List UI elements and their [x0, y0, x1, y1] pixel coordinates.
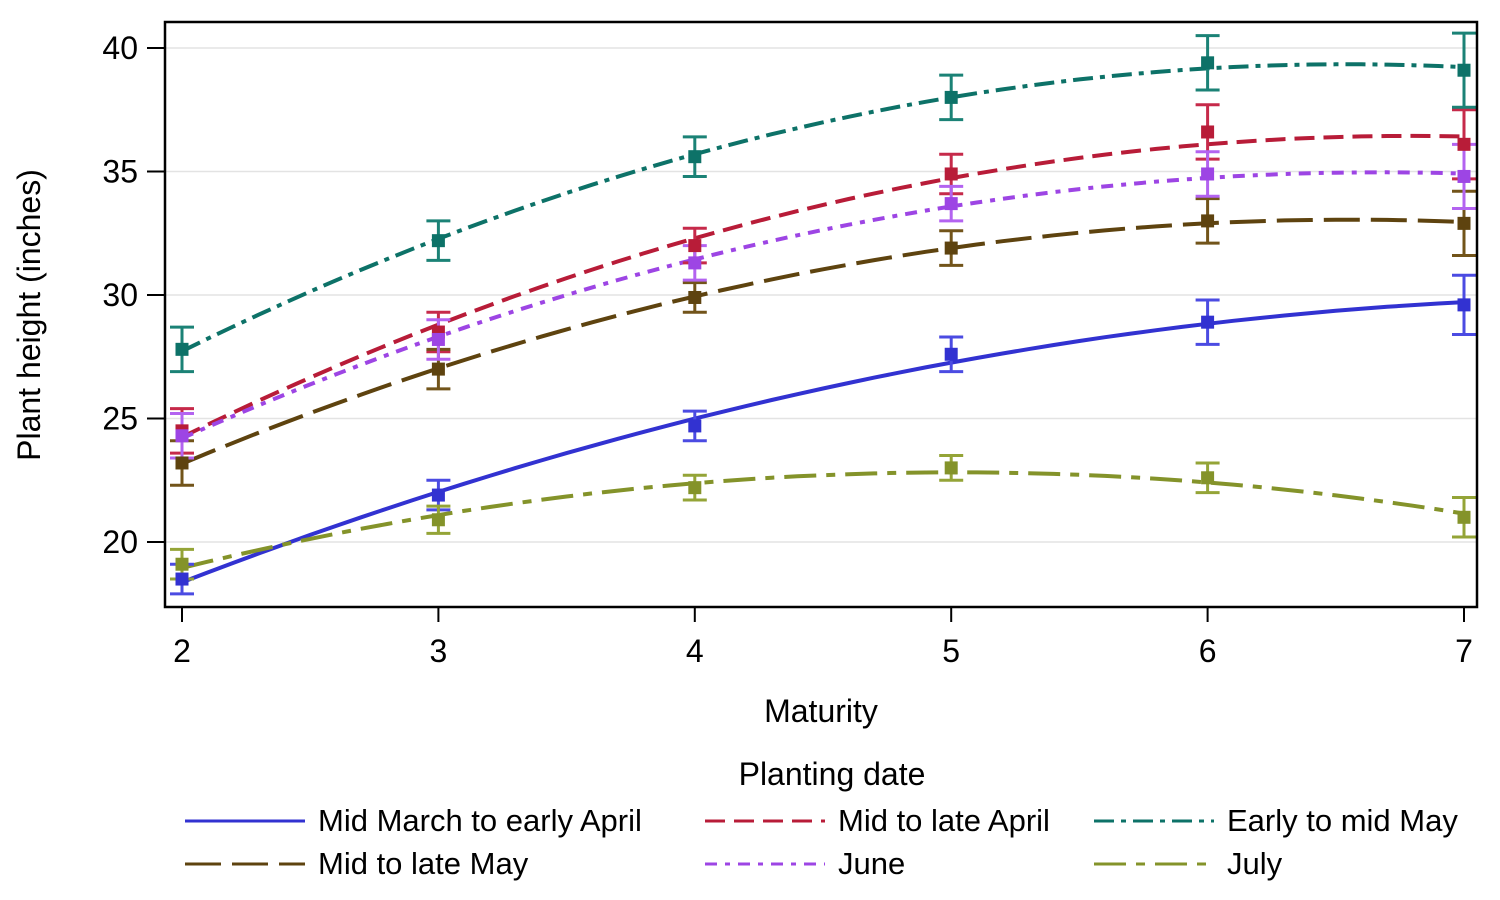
- marker-0-x4: [688, 419, 702, 433]
- marker-2-x4: [688, 150, 702, 164]
- legend: Planting date Mid March to early April M…: [185, 756, 1479, 882]
- marker-1-x5: [944, 167, 958, 181]
- gridlines: [165, 47, 1477, 543]
- marker-1-x4: [688, 239, 702, 253]
- plot-border: [163, 20, 1479, 609]
- series-line-0: [181, 300, 1465, 585]
- markers: [175, 56, 1471, 586]
- legend-line-sample: [705, 819, 825, 823]
- marker-4-x2: [175, 429, 189, 443]
- legend-label: Early to mid May: [1227, 803, 1458, 838]
- legend-entry-mid-march-to-early-april: Mid March to early April: [185, 803, 705, 839]
- marker-0-x7: [1457, 298, 1471, 312]
- y-tick-label-30: 30: [102, 277, 138, 313]
- y-tick-label-25: 25: [102, 401, 138, 437]
- marker-2-x7: [1457, 63, 1471, 77]
- legend-label: July: [1227, 846, 1283, 881]
- series-line-3: [181, 217, 1465, 466]
- y-tick-label-35: 35: [102, 154, 138, 190]
- marker-1-x6: [1201, 125, 1215, 139]
- plant-height-chart: 20 25 30 35 40 2 3 4 5 6 7 Plant height (inches) M…: [11, 20, 1479, 729]
- marker-0-x5: [944, 347, 958, 361]
- marker-5-x4: [688, 481, 702, 495]
- error-bars: [170, 31, 1476, 596]
- legend-entry-july: July: [1094, 846, 1479, 882]
- marker-5-x7: [1457, 510, 1471, 524]
- legend-entry-mid-to-late-may: Mid to late May: [185, 846, 705, 882]
- x-tick-label-7: 7: [1455, 633, 1473, 669]
- marker-3-x3: [431, 362, 445, 376]
- marker-3-x5: [944, 241, 958, 255]
- legend-title: Planting date: [738, 756, 926, 792]
- series-line-1: [181, 133, 1465, 439]
- legend-label: Mid to late May: [318, 846, 529, 881]
- series-lines: [181, 62, 1465, 585]
- marker-5-x2: [175, 557, 189, 571]
- x-tick-label-4: 4: [686, 633, 704, 669]
- marker-2-x2: [175, 342, 189, 356]
- marker-4-x3: [431, 332, 445, 346]
- x-tick-label-3: 3: [430, 633, 448, 669]
- legend-line-sample: [705, 862, 825, 866]
- legend-entry-mid-to-late-april: Mid to late April: [705, 803, 1094, 839]
- x-tick-label-5: 5: [942, 633, 960, 669]
- marker-4-x5: [944, 197, 958, 211]
- y-axis-title: Plant height (inches): [11, 169, 47, 461]
- marker-3-x6: [1201, 214, 1215, 228]
- marker-2-x5: [944, 90, 958, 104]
- legend-label: Mid March to early April: [318, 803, 642, 838]
- legend-line-sample: [185, 862, 305, 866]
- legend-line-sample: [1094, 819, 1214, 823]
- series-line-4: [181, 170, 1465, 441]
- marker-5-x5: [944, 461, 958, 475]
- marker-0-x3: [431, 488, 445, 502]
- x-axis-title: Maturity: [764, 693, 878, 729]
- y-tick-label-40: 40: [102, 30, 138, 66]
- legend-label: June: [838, 846, 906, 881]
- x-tick-label-2: 2: [173, 633, 191, 669]
- marker-3-x4: [688, 290, 702, 304]
- legend-entry-june: June: [705, 846, 1094, 882]
- x-tick-label-6: 6: [1199, 633, 1217, 669]
- legend-entry-early-to-mid-may: Early to mid May: [1094, 803, 1479, 839]
- marker-4-x6: [1201, 167, 1215, 181]
- marker-2-x3: [431, 234, 445, 248]
- series-line-5: [181, 470, 1465, 570]
- series-line-2: [181, 62, 1465, 353]
- marker-3-x7: [1457, 216, 1471, 230]
- marker-5-x6: [1201, 471, 1215, 485]
- marker-2-x6: [1201, 56, 1215, 70]
- marker-0-x2: [175, 572, 189, 586]
- axis-tick-labels: 20 25 30 35 40 2 3 4 5 6 7: [102, 30, 1472, 669]
- marker-5-x3: [431, 513, 445, 527]
- marker-3-x2: [175, 456, 189, 470]
- marker-4-x4: [688, 256, 702, 270]
- legend-label: Mid to late April: [838, 803, 1050, 838]
- legend-line-sample: [1094, 862, 1214, 866]
- marker-4-x7: [1457, 169, 1471, 183]
- legend-line-sample: [185, 819, 305, 823]
- y-tick-label-20: 20: [102, 524, 138, 560]
- marker-1-x7: [1457, 137, 1471, 151]
- legend-grid: Mid March to early April Mid to late Apr…: [185, 803, 1479, 882]
- axis-ticks: [147, 47, 1465, 622]
- marker-0-x6: [1201, 315, 1215, 329]
